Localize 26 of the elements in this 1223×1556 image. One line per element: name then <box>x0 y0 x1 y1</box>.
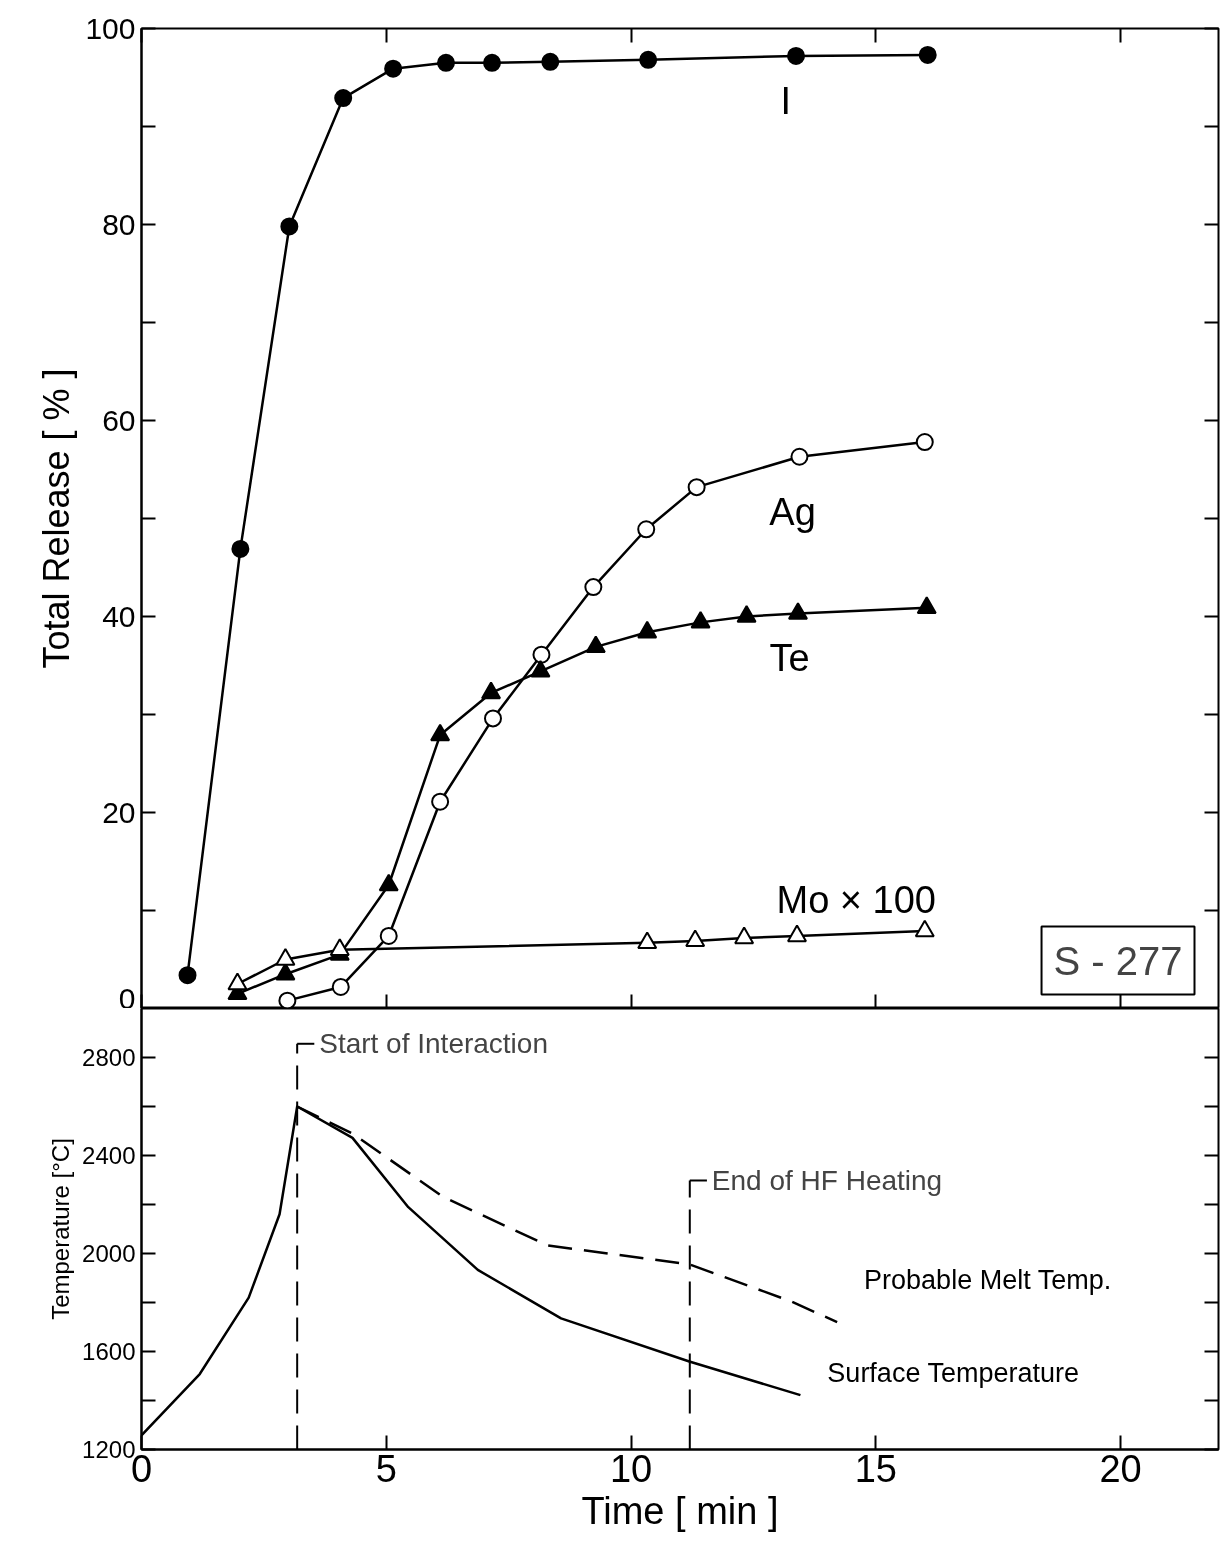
x-tick-label: 15 <box>854 1447 897 1490</box>
y-tick-label: 40 <box>102 599 136 633</box>
y-tick-label: 2800 <box>82 1044 136 1071</box>
y-tick-label: 20 <box>102 795 136 829</box>
series-label: Probable Melt Temp. <box>864 1265 1112 1296</box>
y-tick-label: 60 <box>102 403 136 437</box>
ref-line-label: End of HF Heating <box>711 1164 943 1196</box>
x-tick-label: 10 <box>609 1447 653 1490</box>
y-tick-label: 100 <box>85 11 136 45</box>
series-label: Te <box>769 636 810 679</box>
y-tick-label: 2000 <box>82 1240 136 1267</box>
x-tick-label: 20 <box>1099 1447 1142 1490</box>
series-label: Ag <box>769 491 816 534</box>
annotation: S - 277 <box>1053 938 1183 983</box>
x-tick-label: 5 <box>375 1447 397 1490</box>
series-label: I <box>780 79 792 122</box>
x-axis-title: Time [ min ] <box>581 1489 779 1532</box>
series-label: Mo × 100 <box>776 879 936 922</box>
y-axis-title: Total Release [ % ] <box>36 368 78 669</box>
y-tick-label: 2400 <box>82 1142 136 1169</box>
y-tick-label: 80 <box>102 207 136 241</box>
ref-line-label: Start of Interaction <box>319 1028 548 1060</box>
series-label: Surface Temperature <box>827 1358 1079 1389</box>
y-tick-label: 1600 <box>82 1338 136 1365</box>
y-tick-label: 0 <box>118 981 136 1015</box>
y-axis-title: Temperature [°C] <box>47 1138 75 1320</box>
